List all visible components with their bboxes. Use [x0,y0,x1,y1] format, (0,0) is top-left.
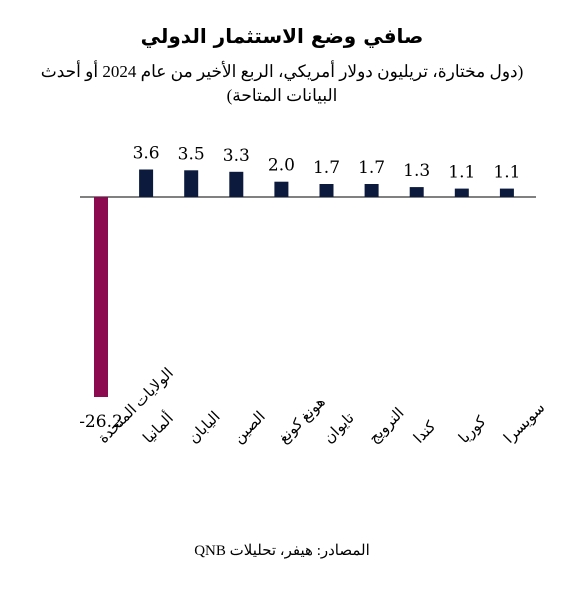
data-label: 1.3 [403,161,430,181]
chart-title: صافي وضع الاستثمار الدولي [140,24,424,48]
category-label: سويسرا [501,400,548,447]
data-label: 2.0 [268,156,295,176]
category-label: كوريا [456,413,490,447]
chart-subtitle: (دول مختارة، تريليون دولار أمريكي، الربع… [40,62,524,105]
data-label: 3.3 [223,146,250,166]
bar [364,184,379,197]
bar [454,188,469,197]
category-label: الصين [231,409,269,447]
source-note: المصادر: هيفر، تحليلات QNB [194,543,370,559]
data-label: -26.2 [79,412,123,432]
bar [229,171,244,197]
category-label: النرويج [366,405,407,446]
data-label: 1.7 [358,158,385,178]
data-label: 1.1 [448,163,475,183]
bar [94,197,108,397]
data-label: 1.7 [313,158,340,178]
data-label: 1.1 [493,163,520,183]
category-label: تايوان [321,410,358,447]
category-label: هونغ كونغ [276,394,329,447]
category-label: كندا [411,418,440,447]
bar [319,184,334,197]
bar [409,187,424,197]
bar [139,169,154,197]
category-label: اليابان [186,409,224,447]
category-label: ألمانيا [138,408,176,446]
data-label: 3.5 [178,144,205,164]
bar [499,188,514,197]
bar [274,181,289,197]
bar [184,170,199,197]
data-label: 3.6 [133,144,160,164]
